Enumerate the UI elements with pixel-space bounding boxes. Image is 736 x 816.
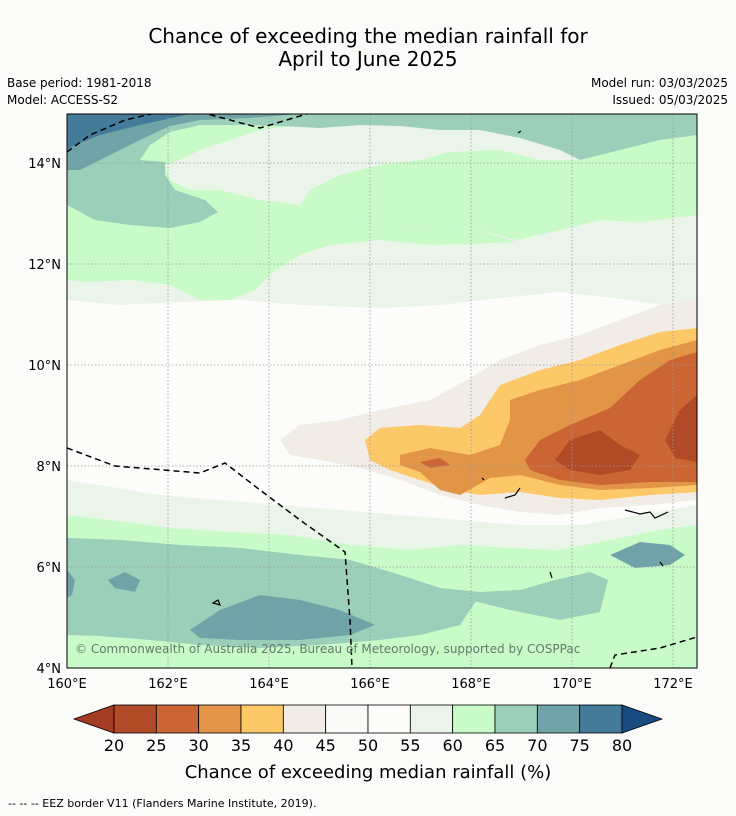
- colorbar-swatch: [325, 704, 369, 734]
- lon-label: 162°E: [148, 677, 188, 692]
- colorbar-tick-label: 55: [400, 736, 421, 755]
- colorbar-swatch: [282, 704, 327, 734]
- model-run: Model run: 03/03/2025: [590, 76, 728, 90]
- issued-date: Issued: 05/03/2025: [612, 93, 728, 107]
- map-title-line2: April to June 2025: [278, 47, 458, 71]
- lat-label: 10°N: [28, 359, 61, 374]
- colorbar-tick-label: 25: [146, 736, 167, 755]
- lat-label: 4°N: [37, 662, 62, 677]
- colorbar-swatch: [409, 704, 454, 734]
- base-period: Base period: 1981-2018: [7, 76, 152, 90]
- colorbar-low-arrow: [72, 704, 115, 734]
- lat-label: 12°N: [28, 258, 61, 273]
- map-frame: [66, 113, 698, 669]
- lon-label: 168°E: [451, 677, 491, 692]
- colorbar-tick-label: 60: [442, 736, 463, 755]
- lat-label: 14°N: [28, 157, 61, 172]
- lat-label: 8°N: [37, 460, 62, 475]
- colorbar-swatch: [579, 704, 623, 734]
- colorbar-swatch: [113, 704, 157, 734]
- lon-label: 172°E: [653, 677, 693, 692]
- colorbar-tick-label: 20: [103, 736, 125, 755]
- colorbar-tick-label: 30: [188, 736, 209, 755]
- colorbar-tick-label: 75: [569, 736, 590, 755]
- colorbar-tick-label: 45: [315, 736, 336, 755]
- colorbar-tick-label: 65: [484, 736, 506, 755]
- colorbar: [72, 704, 664, 734]
- colorbar-swatch: [198, 704, 242, 734]
- colorbar-tick-label: 40: [273, 736, 294, 755]
- colorbar-tick-label: 80: [611, 736, 633, 755]
- colorbar-tick-label: 70: [527, 736, 548, 755]
- colorbar-swatch: [240, 704, 284, 734]
- eez-border-lines: [67, 114, 697, 668]
- colorbar-swatch: [536, 704, 581, 734]
- colorbar-tick-label: 50: [357, 736, 379, 755]
- lon-label: 160°E: [47, 677, 87, 692]
- lon-label: 170°E: [552, 677, 592, 692]
- colorbar-swatch: [367, 704, 411, 734]
- gridlines: [67, 114, 697, 668]
- lon-label: 166°E: [350, 677, 390, 692]
- model-name: Model: ACCESS-S2: [7, 93, 119, 107]
- colorbar-swatch: [452, 704, 496, 734]
- colorbar-high-arrow: [621, 704, 664, 734]
- eez-legend-footer: -- -- -- EEZ border V11 (Flanders Marine…: [8, 797, 317, 810]
- island-outlines: [211, 130, 669, 606]
- lon-label: 164°E: [249, 677, 289, 692]
- colorbar-title: Chance of exceeding median rainfall (%): [184, 762, 552, 783]
- rainfall-map: [67, 114, 697, 668]
- map-title-line1: Chance of exceeding the median rainfall …: [148, 24, 588, 48]
- copyright-text: © Commonwealth of Australia 2025, Bureau…: [75, 642, 580, 656]
- colorbar-swatch: [155, 704, 200, 734]
- colorbar-swatch: [494, 704, 538, 734]
- colorbar-tick-label: 35: [230, 736, 252, 755]
- lat-label: 6°N: [37, 561, 62, 576]
